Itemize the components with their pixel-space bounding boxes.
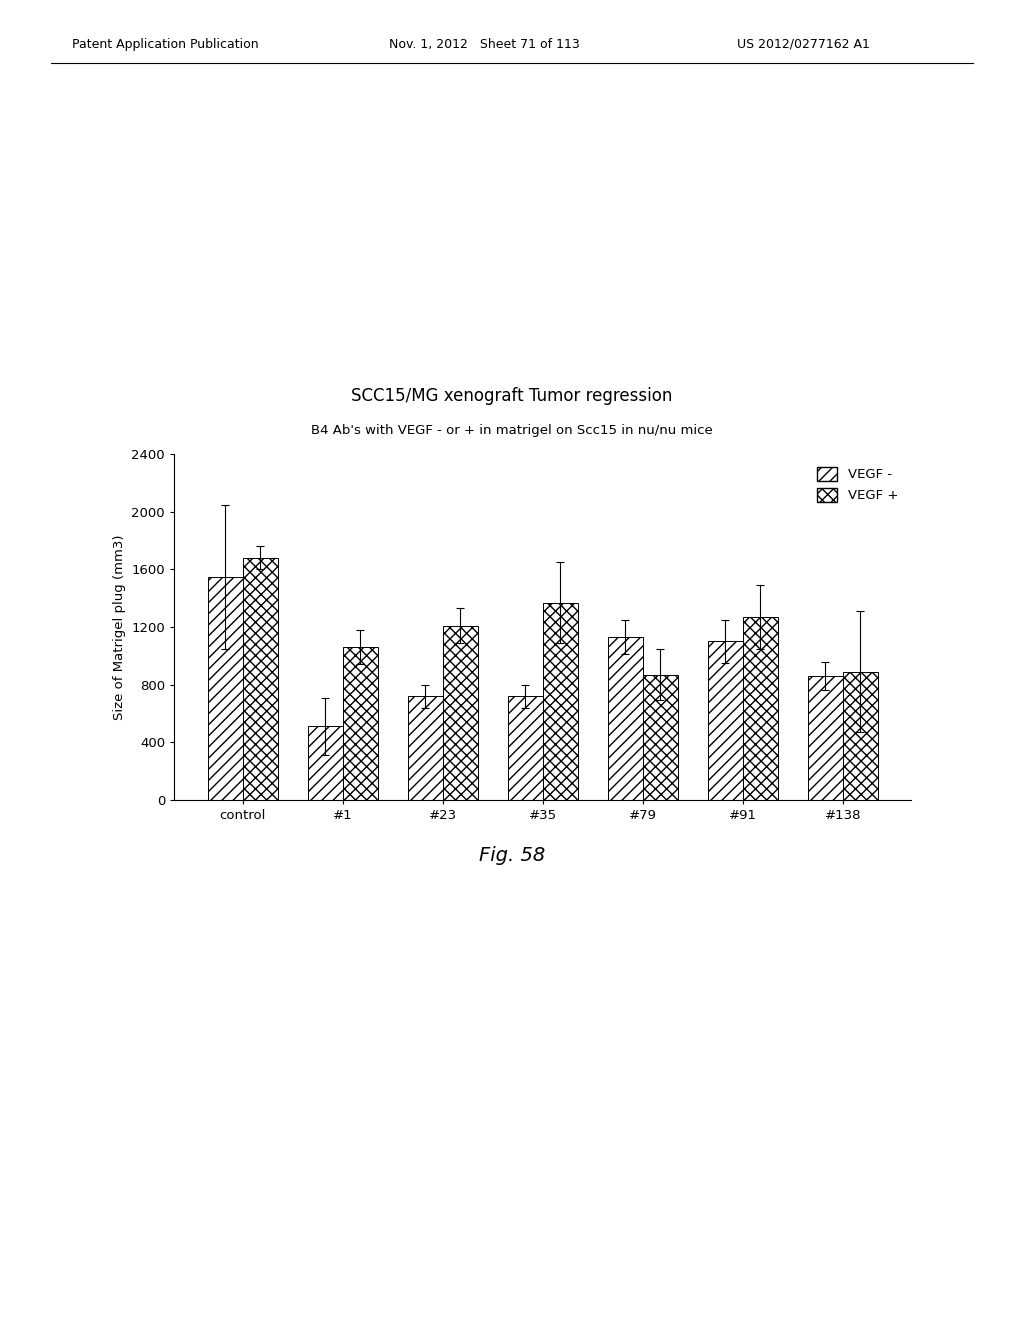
Bar (243, 558, 278, 800)
Bar (408, 696, 442, 800)
Text: US 2012/0277162 A1: US 2012/0277162 A1 (737, 37, 870, 50)
Text: Nov. 1, 2012   Sheet 71 of 113: Nov. 1, 2012 Sheet 71 of 113 (389, 37, 580, 50)
Bar (343, 647, 378, 800)
Bar (608, 638, 643, 800)
Bar (307, 726, 343, 800)
Text: Fig. 58: Fig. 58 (479, 846, 545, 865)
Legend: VEGF -, VEGF +: VEGF -, VEGF + (811, 461, 905, 510)
Bar (808, 676, 843, 800)
Bar (208, 577, 243, 800)
Bar (708, 642, 742, 800)
Text: SCC15/MG xenograft Tumor regression: SCC15/MG xenograft Tumor regression (351, 387, 673, 405)
Text: Patent Application Publication: Patent Application Publication (72, 37, 258, 50)
Bar (643, 675, 678, 800)
Bar (508, 696, 543, 800)
Bar (543, 602, 578, 800)
Bar (442, 626, 477, 800)
Text: B4 Ab's with VEGF - or + in matrigel on Scc15 in nu/nu mice: B4 Ab's with VEGF - or + in matrigel on … (311, 424, 713, 437)
Bar (742, 616, 778, 800)
Bar (843, 672, 878, 800)
Y-axis label: Size of Matrigel plug (mm3): Size of Matrigel plug (mm3) (113, 535, 126, 719)
